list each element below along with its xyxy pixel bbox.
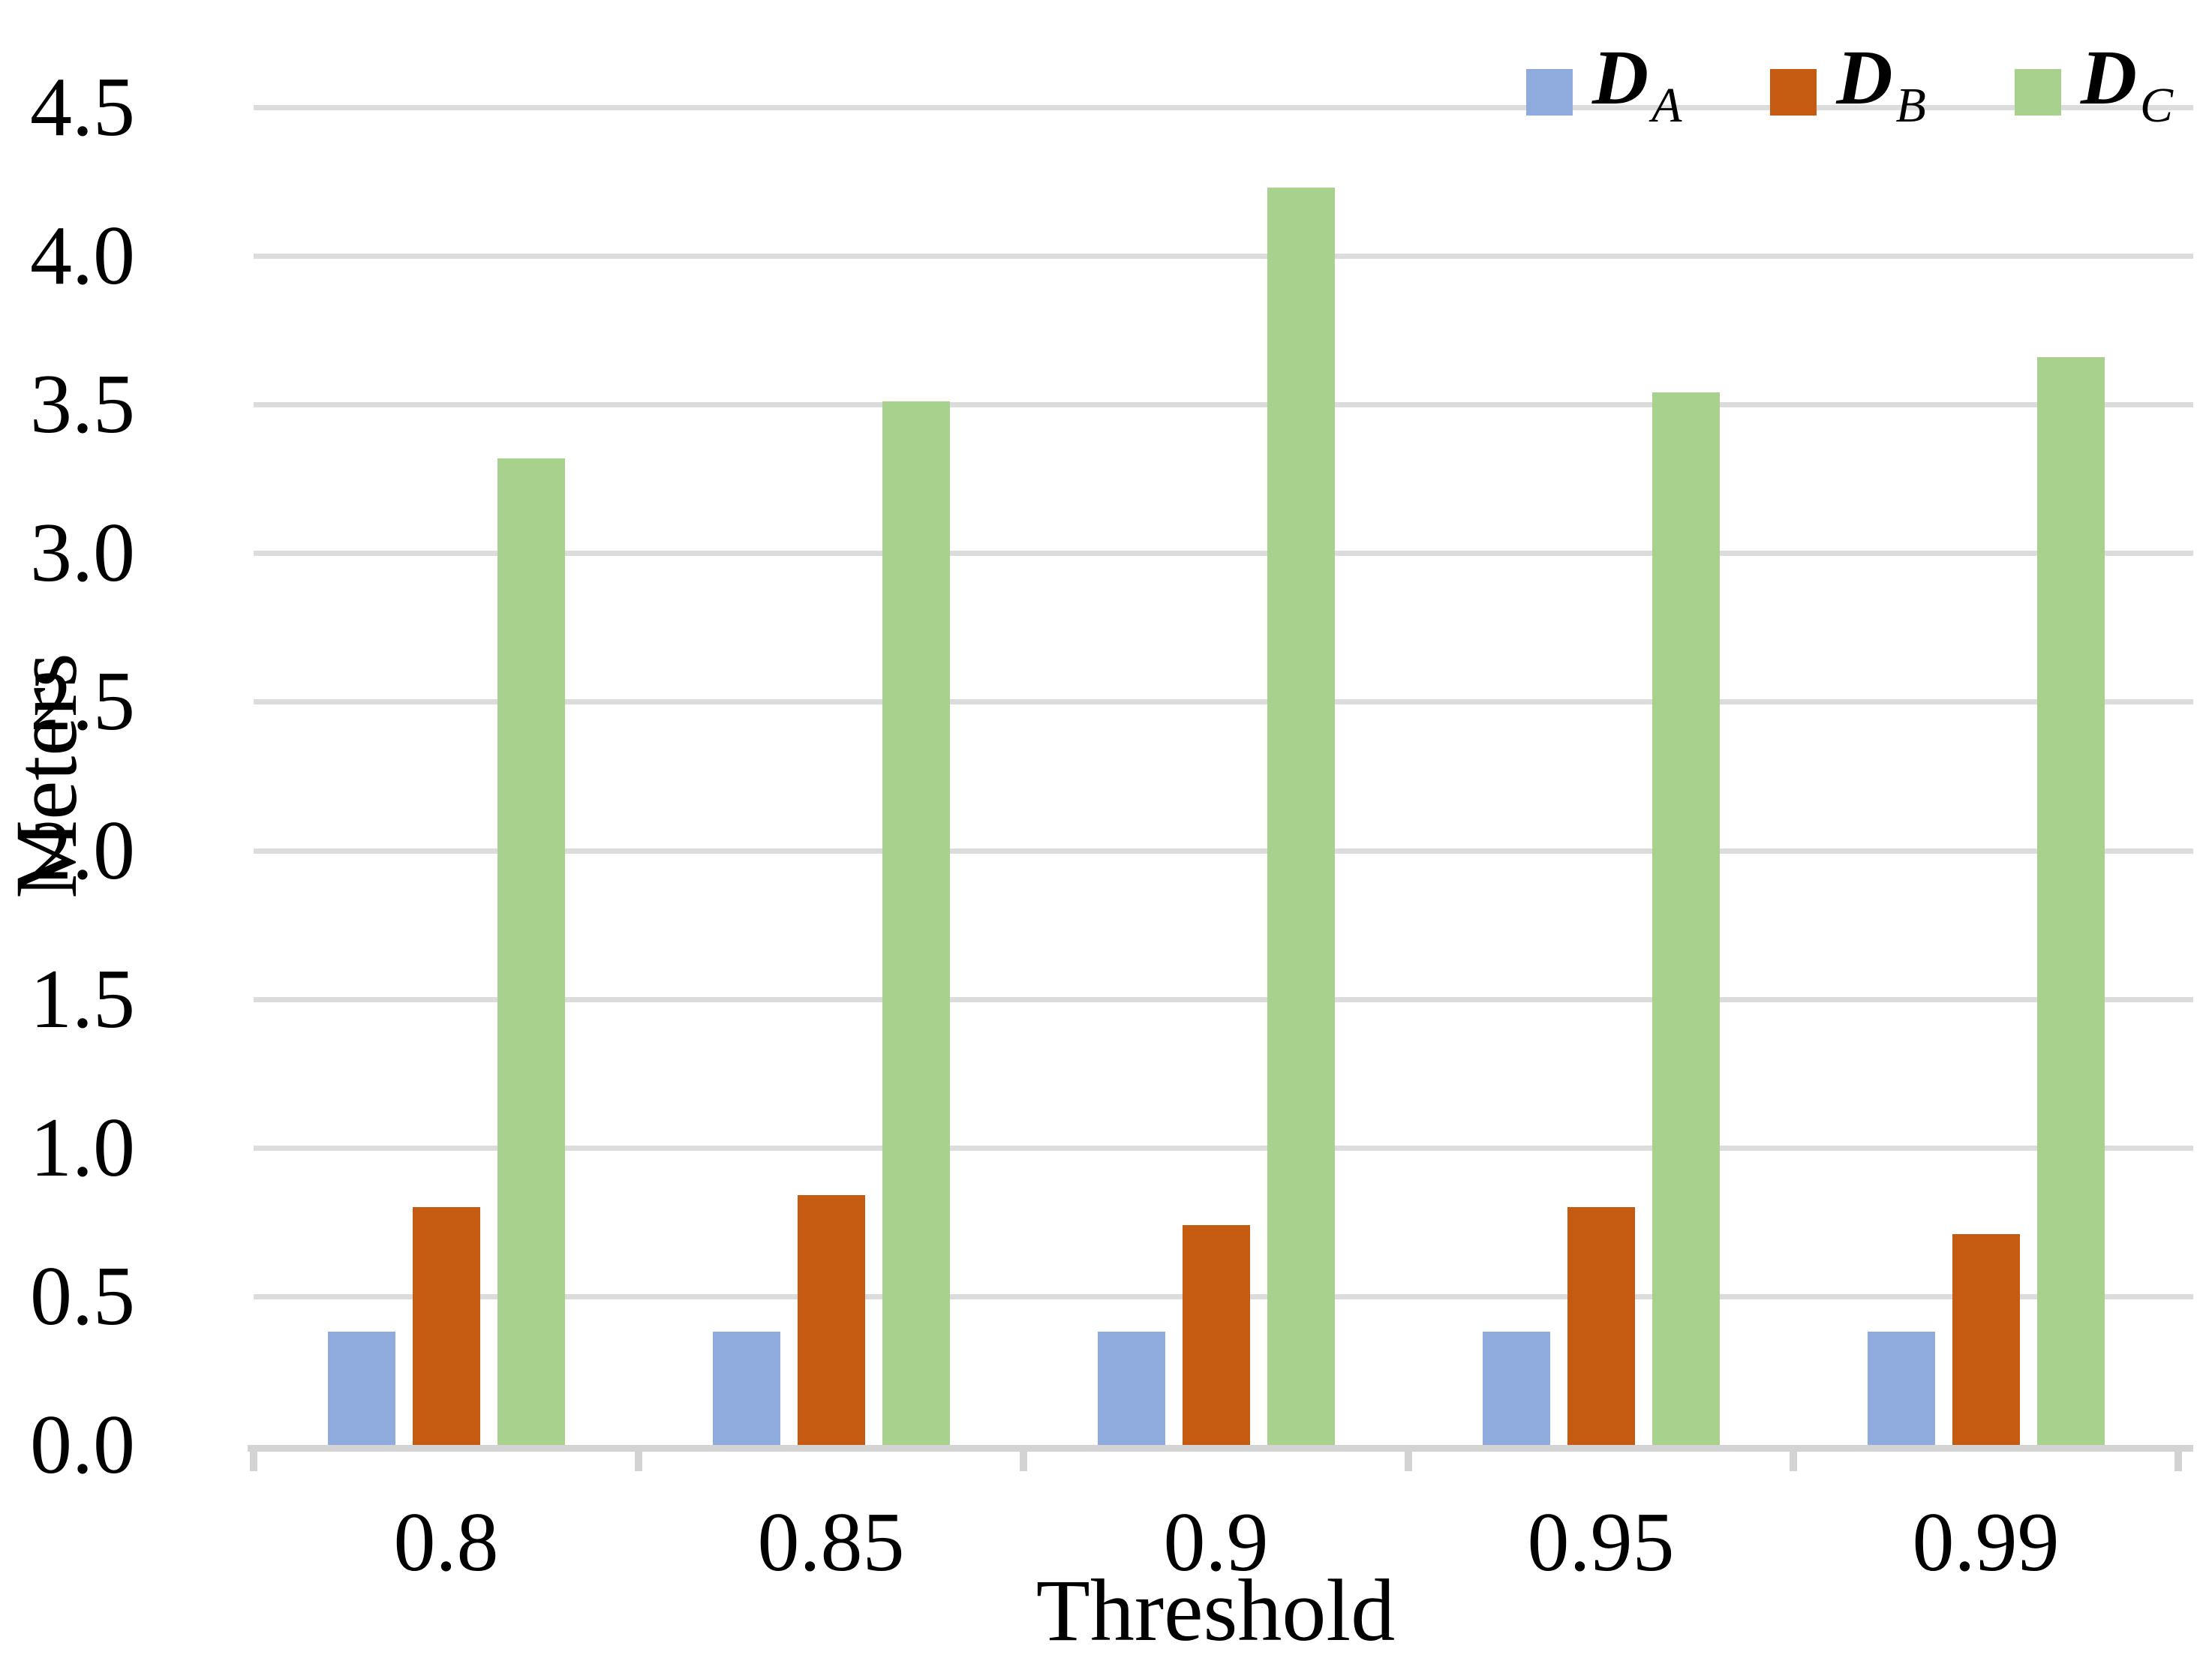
gridline-3.5 (254, 402, 2193, 408)
bar-A-0.95 (1482, 1332, 1550, 1445)
y-axis-title: Meters (0, 653, 95, 899)
fraktur-D-symbol: D (1591, 35, 1649, 121)
y-tick-label-3.5: 3.5 (30, 358, 135, 452)
y-tick-label-0.5: 0.5 (30, 1249, 135, 1343)
bar-A-0.85 (712, 1332, 780, 1445)
x-tick-label-0.95: 0.95 (1527, 1496, 1675, 1589)
legend-subscript: C (2139, 78, 2173, 133)
bar-C-0.8 (497, 458, 565, 1445)
legend-subscript: B (1895, 78, 1926, 133)
bar-C-0.95 (1651, 392, 1720, 1445)
x-tick-label-0.9: 0.9 (1163, 1496, 1269, 1589)
legend-label-DA: DA (1592, 39, 1682, 145)
bar-B-0.8 (412, 1207, 480, 1445)
x-axis-title: Threshold (1035, 1561, 1396, 1659)
x-tick-label-0.8: 0.8 (393, 1496, 499, 1589)
fraktur-D-symbol: D (2080, 35, 2137, 121)
fraktur-D-symbol: D (1836, 35, 1893, 121)
gridline-2.5 (254, 699, 2193, 705)
y-tick-label-4.0: 4.0 (30, 209, 135, 303)
legend-swatch-DA (1525, 68, 1573, 116)
y-tick-label-4.5: 4.5 (30, 61, 135, 154)
gridline-4.5 (254, 105, 2193, 110)
legend-swatch-DC (2014, 68, 2061, 116)
gridline-2.0 (254, 848, 2193, 854)
chart-legend: DA DB DC (1525, 39, 2173, 145)
bar-C-0.99 (2036, 356, 2105, 1445)
x-tick-label-0.85: 0.85 (757, 1496, 905, 1589)
x-tick-label-0.99: 0.99 (1912, 1496, 2060, 1589)
gridline-3.0 (254, 551, 2193, 557)
x-axis-tick (1405, 1452, 1412, 1471)
x-axis-tick (1790, 1452, 1797, 1471)
legend-label-DB: DB (1836, 39, 1925, 145)
gridline-1.5 (254, 996, 2193, 1002)
y-tick-label-0.0: 0.0 (30, 1398, 135, 1491)
legend-item-DA: DA (1525, 39, 1682, 145)
gridline-1.0 (254, 1145, 2193, 1151)
legend-item-DC: DC (2014, 39, 2173, 145)
legend-label-DC: DC (2081, 39, 2173, 145)
bar-B-0.9 (1182, 1224, 1250, 1445)
bar-C-0.9 (1267, 187, 1335, 1445)
bar-B-0.85 (797, 1195, 865, 1445)
legend-swatch-DB (1770, 68, 1817, 116)
legend-item-DB: DB (1770, 39, 1926, 145)
bar-B-0.95 (1567, 1207, 1635, 1445)
legend-subscript: A (1651, 78, 1682, 133)
x-axis-tick (1020, 1452, 1027, 1471)
bar-A-0.99 (1867, 1332, 1935, 1445)
x-axis-line (248, 1445, 2193, 1452)
x-axis-tick (250, 1452, 257, 1471)
gridline-4.0 (254, 254, 2193, 260)
y-tick-label-3.0: 3.0 (30, 506, 135, 600)
y-tick-label-2.5: 2.5 (30, 655, 135, 749)
y-tick-label-2.0: 2.0 (30, 803, 135, 897)
bar-C-0.85 (882, 401, 950, 1445)
bar-B-0.99 (1952, 1233, 2020, 1445)
x-axis-tick (635, 1452, 642, 1471)
y-tick-label-1.5: 1.5 (30, 952, 135, 1046)
x-axis-tick (2174, 1452, 2182, 1471)
bar-A-0.9 (1097, 1332, 1165, 1445)
bar-A-0.8 (327, 1332, 395, 1445)
y-tick-label-1.0: 1.0 (30, 1101, 135, 1194)
